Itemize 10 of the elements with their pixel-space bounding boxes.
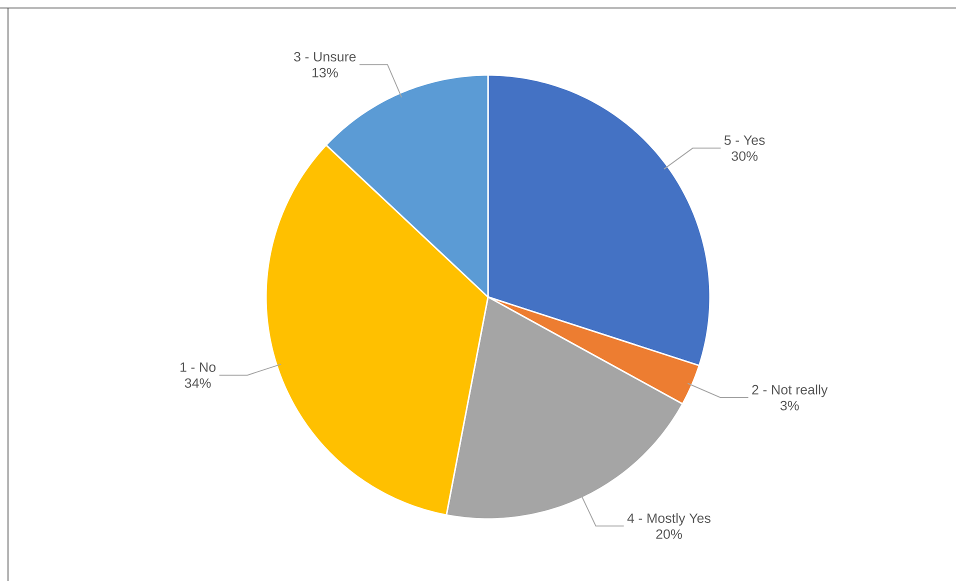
- data-label: 34%: [184, 378, 211, 388]
- data-label: 30%: [732, 151, 758, 161]
- slice-label: 2 - Not really: [752, 384, 828, 398]
- data-label: 3%: [780, 400, 799, 410]
- slice-label: 1 - No: [180, 362, 216, 372]
- slice-label: 3 - Unsure: [294, 52, 356, 62]
- slice-label: 4 - Mostly Yes: [627, 513, 710, 526]
- data-label: 20%: [656, 529, 682, 539]
- data-label: 13%: [312, 68, 338, 78]
- slice-label: 5 - Yes: [724, 136, 765, 145]
